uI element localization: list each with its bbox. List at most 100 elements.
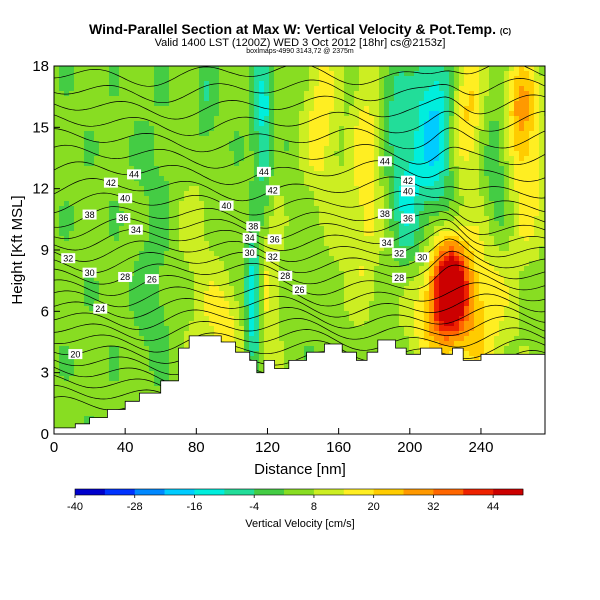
heat-cell xyxy=(214,231,220,237)
heat-cell xyxy=(534,306,540,312)
heat-cell xyxy=(259,206,265,212)
heat-cell xyxy=(324,131,330,137)
heat-cell xyxy=(134,106,140,112)
heat-cell xyxy=(119,221,125,227)
heat-cell xyxy=(499,216,505,222)
heat-cell xyxy=(354,261,360,267)
heat-cell xyxy=(289,281,295,287)
heat-cell xyxy=(184,201,190,207)
heat-cell xyxy=(194,246,200,252)
heat-cell xyxy=(459,126,465,132)
heat-cell xyxy=(134,76,140,82)
heat-cell xyxy=(309,246,315,252)
heat-cell xyxy=(404,66,410,72)
heat-cell xyxy=(394,76,400,82)
heat-cell xyxy=(404,236,410,242)
heat-cell xyxy=(359,296,365,302)
heat-cell xyxy=(369,66,375,72)
heat-cell xyxy=(139,96,145,102)
heat-cell xyxy=(424,121,430,127)
heat-cell xyxy=(74,221,80,227)
heat-cell xyxy=(179,306,185,312)
heat-cell xyxy=(119,281,125,287)
heat-cell xyxy=(314,256,320,262)
heat-cell xyxy=(244,101,250,107)
heat-cell xyxy=(459,211,465,217)
heat-cell xyxy=(409,91,415,97)
heat-cell xyxy=(214,296,220,302)
heat-cell xyxy=(514,311,520,317)
heat-cell xyxy=(279,251,285,257)
heat-cell xyxy=(194,141,200,147)
heat-cell xyxy=(269,131,275,137)
heat-cell xyxy=(289,106,295,112)
heat-cell xyxy=(284,311,290,317)
heat-cell xyxy=(149,121,155,127)
heat-cell xyxy=(294,196,300,202)
heat-cell xyxy=(384,196,390,202)
heat-cell xyxy=(509,211,515,217)
heat-cell xyxy=(64,221,70,227)
heat-cell xyxy=(444,71,450,77)
heat-cell xyxy=(414,136,420,142)
heat-cell xyxy=(424,306,430,312)
heat-cell xyxy=(99,291,105,297)
heat-cell xyxy=(169,226,175,232)
heat-cell xyxy=(59,66,65,72)
heat-cell xyxy=(294,146,300,152)
heat-cell xyxy=(234,196,240,202)
heat-cell xyxy=(424,221,430,227)
heat-cell xyxy=(149,171,155,177)
heat-cell xyxy=(414,166,420,172)
heat-cell xyxy=(189,276,195,282)
heat-cell xyxy=(289,161,295,167)
heat-cell xyxy=(464,66,470,72)
heat-cell xyxy=(209,226,215,232)
heat-cell xyxy=(424,91,430,97)
heat-cell xyxy=(454,221,460,227)
heat-cell xyxy=(214,101,220,107)
heat-cell xyxy=(329,291,335,297)
heat-cell xyxy=(204,86,210,92)
heat-cell xyxy=(199,166,205,172)
heat-cell xyxy=(374,196,380,202)
heat-cell xyxy=(479,226,485,232)
heat-cell xyxy=(74,76,80,82)
heat-cell xyxy=(59,191,65,197)
heat-cell xyxy=(474,251,480,257)
heat-cell xyxy=(119,311,125,317)
heat-cell xyxy=(319,121,325,127)
heat-cell xyxy=(289,151,295,157)
heat-cell xyxy=(274,121,280,127)
heat-cell xyxy=(364,216,370,222)
heat-cell xyxy=(494,96,500,102)
heat-cell xyxy=(494,171,500,177)
heat-cell xyxy=(294,151,300,157)
heat-cell xyxy=(504,191,510,197)
heat-cell xyxy=(274,206,280,212)
heat-cell xyxy=(209,111,215,117)
heat-cell xyxy=(189,146,195,152)
heat-cell xyxy=(114,66,120,72)
heat-cell xyxy=(524,196,530,202)
heat-cell xyxy=(169,236,175,242)
heat-cell xyxy=(304,306,310,312)
heat-cell xyxy=(474,81,480,87)
heat-cell xyxy=(274,91,280,97)
heat-cell xyxy=(59,171,65,177)
heat-cell xyxy=(454,166,460,172)
heat-cell xyxy=(484,286,490,292)
heat-cell xyxy=(254,216,260,222)
heat-cell xyxy=(174,96,180,102)
heat-cell xyxy=(164,316,170,322)
heat-cell xyxy=(324,256,330,262)
heat-cell xyxy=(114,131,120,137)
heat-cell xyxy=(324,66,330,72)
heat-cell xyxy=(474,106,480,112)
heat-cell xyxy=(474,181,480,187)
heat-cell xyxy=(199,296,205,302)
heat-cell xyxy=(54,276,60,282)
heat-cell xyxy=(234,101,240,107)
heat-cell xyxy=(519,66,525,72)
heat-cell xyxy=(204,96,210,102)
